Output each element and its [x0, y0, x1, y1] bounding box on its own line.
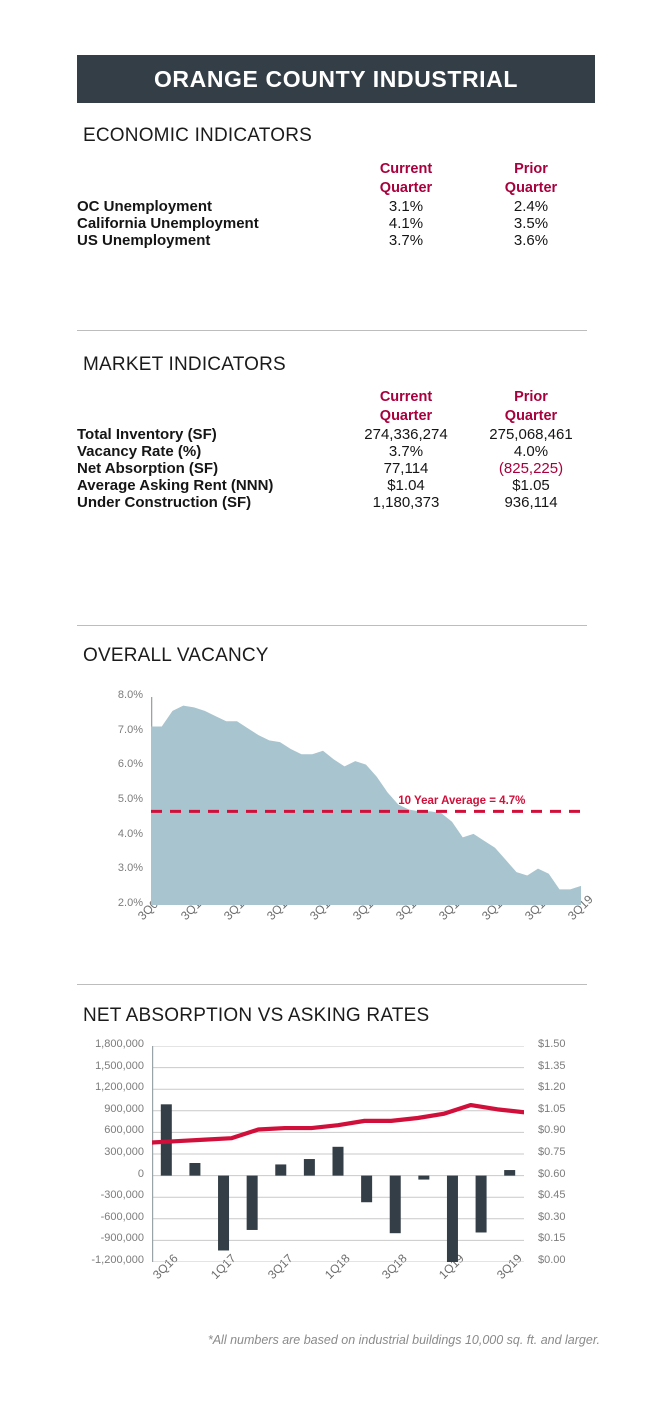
row-label: California Unemployment	[77, 215, 259, 233]
cell-current: 1,180,373	[372, 494, 440, 512]
market-indicators-heading: MARKET INDICATORS	[83, 354, 286, 375]
column-header-line-1: Current	[379, 161, 433, 177]
table-row: OC Unemployment 3.1% 2.4%	[77, 198, 592, 215]
row-label: Total Inventory (SF)	[77, 426, 217, 444]
economic-indicators-table: Current Quarter Prior Quarter OC Unemplo…	[77, 160, 592, 249]
row-label: US Unemployment	[77, 232, 211, 250]
absorption-right-tick: $1.05	[538, 1102, 566, 1115]
column-header-line-1: Current	[379, 389, 433, 405]
vacancy-y-tick: 3.0%	[117, 862, 143, 875]
absorption-right-tick: $0.30	[538, 1210, 566, 1223]
cell-current: 4.1%	[388, 215, 424, 233]
vacancy-y-tick: 5.0%	[117, 793, 143, 805]
absorption-left-tick: 300,000	[104, 1146, 144, 1158]
column-header-current-quarter: Current Quarter	[342, 160, 470, 198]
row-label: Average Asking Rent (NNN)	[77, 477, 274, 495]
table-row: California Unemployment 4.1% 3.5%	[77, 215, 592, 232]
cell-prior: 3.5%	[513, 215, 549, 233]
absorption-right-tick: $0.00	[538, 1254, 566, 1266]
net-absorption-heading: NET ABSORPTION VS ASKING RATES	[83, 1005, 430, 1026]
absorption-right-tick: $0.45	[538, 1189, 566, 1202]
cell-prior: 2.4%	[513, 198, 549, 216]
column-header-blank	[77, 160, 342, 198]
table-row: Average Asking Rent (NNN) $1.04 $1.05	[77, 477, 592, 494]
vacancy-area-svg	[146, 696, 581, 906]
section-divider	[77, 330, 587, 331]
page-title: ORANGE COUNTY INDUSTRIAL	[153, 65, 519, 92]
column-header-line-2: Quarter	[504, 408, 558, 425]
cell-current: 3.7%	[388, 232, 424, 250]
overall-vacancy-heading: OVERALL VACANCY	[83, 645, 269, 666]
absorption-left-tick: 900,000	[104, 1102, 144, 1115]
net-absorption-chart: 1,800,000 1,500,000 1,200,000 900,000 600,00…	[0, 1038, 649, 1338]
cell-current: 3.1%	[388, 198, 424, 216]
absorption-left-tick: -900,000	[100, 1232, 144, 1245]
section-divider	[77, 984, 587, 985]
absorption-right-tick: $1.35	[538, 1059, 566, 1072]
vacancy-y-tick: 4.0%	[117, 827, 143, 840]
absorption-right-tick: $1.50	[538, 1038, 566, 1050]
column-header-current-quarter: Current Quarter	[342, 388, 470, 426]
table-row: US Unemployment 3.7% 3.6%	[77, 232, 592, 249]
ten-year-average-annotation: 10 Year Average = 4.7%	[398, 795, 526, 808]
absorption-left-tick: -300,000	[100, 1189, 144, 1202]
cell-prior: 4.0%	[513, 443, 549, 461]
vacancy-y-tick: 6.0%	[117, 758, 143, 771]
absorption-bars-svg	[149, 1045, 533, 1263]
vacancy-y-tick: 7.0%	[117, 723, 143, 736]
column-header-line-2: Quarter	[379, 180, 433, 197]
column-header-line-1: Prior	[514, 389, 548, 405]
vacancy-plot-area	[146, 696, 581, 906]
cell-current: $1.04	[387, 477, 425, 495]
cell-prior: 3.6%	[513, 232, 549, 250]
row-label: Net Absorption (SF)	[77, 460, 219, 478]
column-header-line-1: Prior	[514, 161, 548, 177]
overall-vacancy-chart: 8.0% 7.0% 6.0% 5.0% 4.0% 3.0% 2.0% 3Q09 3Q10 3Q1…	[0, 678, 649, 968]
vacancy-y-tick: 2.0%	[117, 897, 143, 909]
vacancy-y-tick: 8.0%	[117, 689, 143, 701]
table-header-row: Current Quarter Prior Quarter	[77, 388, 592, 426]
absorption-left-tick: 600,000	[104, 1124, 144, 1137]
absorption-plot-area	[149, 1045, 533, 1263]
footnote: *All numbers are based on industrial bui…	[207, 1333, 600, 1347]
absorption-right-tick: $0.90	[538, 1124, 566, 1137]
cell-prior: 275,068,461	[489, 426, 573, 444]
absorption-left-tick: 0	[137, 1167, 144, 1180]
cell-prior: $1.05	[512, 477, 550, 495]
table-header-row: Current Quarter Prior Quarter	[77, 160, 592, 198]
economic-indicators-heading: ECONOMIC INDICATORS	[83, 125, 312, 146]
absorption-right-tick: $0.75	[538, 1146, 566, 1158]
market-indicators-table: Current Quarter Prior Quarter Total Inve…	[77, 388, 592, 511]
column-header-line-2: Quarter	[379, 408, 433, 425]
absorption-right-tick: $0.15	[538, 1232, 566, 1245]
cell-current: 3.7%	[388, 443, 424, 461]
column-header-prior-quarter: Prior Quarter	[470, 160, 592, 198]
row-label: Vacancy Rate (%)	[77, 443, 202, 461]
absorption-left-tick: 1,800,000	[95, 1038, 144, 1050]
cell-current: 274,336,274	[364, 426, 448, 444]
table-row: Total Inventory (SF) 274,336,274 275,068…	[77, 426, 592, 443]
table-row: Vacancy Rate (%) 3.7% 4.0%	[77, 443, 592, 460]
absorption-left-tick: -1,200,000	[91, 1254, 144, 1266]
column-header-blank	[77, 388, 342, 426]
section-divider	[77, 625, 587, 626]
table-row: Under Construction (SF) 1,180,373 936,11…	[77, 494, 592, 511]
row-label: OC Unemployment	[77, 198, 213, 216]
column-header-line-2: Quarter	[504, 180, 558, 197]
page-header: ORANGE COUNTY INDUSTRIAL	[77, 55, 595, 103]
cell-current: 77,114	[383, 460, 429, 478]
column-header-prior-quarter: Prior Quarter	[470, 388, 592, 426]
absorption-left-tick: -600,000	[100, 1210, 144, 1223]
table-row: Net Absorption (SF) 77,114 (825,225)	[77, 460, 592, 477]
absorption-right-tick: $1.20	[538, 1081, 566, 1094]
absorption-left-tick: 1,500,000	[95, 1059, 144, 1072]
cell-prior: (825,225)	[498, 460, 564, 478]
absorption-right-tick: $0.60	[538, 1167, 566, 1180]
cell-prior: 936,114	[504, 494, 558, 512]
row-label: Under Construction (SF)	[77, 494, 252, 512]
absorption-left-tick: 1,200,000	[95, 1081, 144, 1094]
